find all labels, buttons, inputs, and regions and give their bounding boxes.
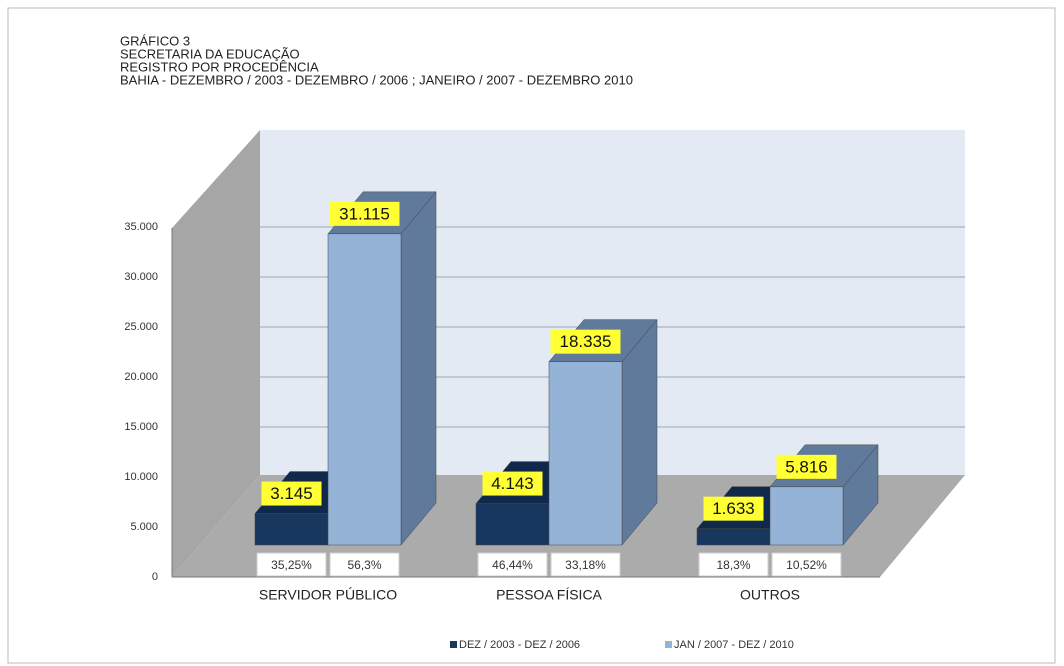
y-tick-label: 15.000 bbox=[124, 421, 158, 433]
share-label: 18,3% bbox=[716, 558, 750, 572]
share-label: 35,25% bbox=[271, 558, 312, 572]
bar bbox=[327, 191, 437, 546]
x-tick-label: PESSOA FÍSICA bbox=[496, 587, 602, 603]
value-label-box bbox=[329, 201, 400, 226]
value-label-box bbox=[550, 329, 621, 354]
legend-label: DEZ / 2003 - DEZ / 2006 bbox=[459, 639, 580, 651]
value-label: 3.145 bbox=[270, 484, 313, 503]
bar-side bbox=[400, 191, 437, 546]
value-label-box bbox=[482, 471, 543, 496]
share-label: 10,52% bbox=[786, 558, 827, 572]
value-label: 18.335 bbox=[560, 332, 612, 351]
value-label: 31.115 bbox=[339, 204, 390, 223]
x-tick-label: SERVIDOR PÚBLICO bbox=[259, 587, 397, 603]
share-box bbox=[477, 552, 548, 577]
y-tick-label: 10.000 bbox=[124, 471, 158, 483]
share-box bbox=[550, 552, 621, 577]
y-tick-label: 20.000 bbox=[124, 371, 158, 383]
bar-front bbox=[696, 528, 771, 546]
chart-title: BAHIA - DEZEMBRO / 2003 - DEZEMBRO / 200… bbox=[120, 72, 633, 87]
share-label: 56,3% bbox=[347, 558, 381, 572]
share-box bbox=[329, 552, 400, 577]
share-label: 33,18% bbox=[565, 558, 606, 572]
share-box bbox=[256, 552, 327, 577]
bar-front bbox=[254, 513, 329, 546]
bar-front bbox=[769, 486, 844, 546]
legend-label: JAN / 2007 - DEZ / 2010 bbox=[674, 639, 794, 651]
y-tick-label: 30.000 bbox=[124, 271, 158, 283]
value-label: 5.816 bbox=[785, 457, 828, 476]
bar-front bbox=[548, 361, 623, 546]
y-tick-label: 5.000 bbox=[130, 521, 158, 533]
y-tick-label: 35.000 bbox=[124, 221, 158, 233]
value-label: 4.143 bbox=[491, 474, 534, 493]
side-wall bbox=[172, 130, 260, 577]
legend-swatch bbox=[665, 641, 672, 648]
bar-front bbox=[327, 233, 402, 546]
chart-title: SECRETARIA DA EDUCAÇÃO bbox=[120, 46, 300, 61]
share-box bbox=[698, 552, 769, 577]
y-tick-label: 0 bbox=[152, 571, 158, 583]
share-label: 46,44% bbox=[492, 558, 533, 572]
value-label-box bbox=[776, 454, 837, 479]
value-label: 1.633 bbox=[712, 499, 755, 518]
chart-title: REGISTRO POR PROCEDÊNCIA bbox=[120, 59, 319, 74]
chart-title: GRÁFICO 3 bbox=[120, 33, 190, 48]
legend-swatch bbox=[450, 641, 457, 648]
y-tick-label: 25.000 bbox=[124, 321, 158, 333]
value-label-box bbox=[703, 496, 764, 521]
value-label-box bbox=[261, 481, 322, 506]
share-box bbox=[771, 552, 842, 577]
x-tick-label: OUTROS bbox=[740, 587, 800, 603]
bar-front bbox=[475, 503, 550, 546]
